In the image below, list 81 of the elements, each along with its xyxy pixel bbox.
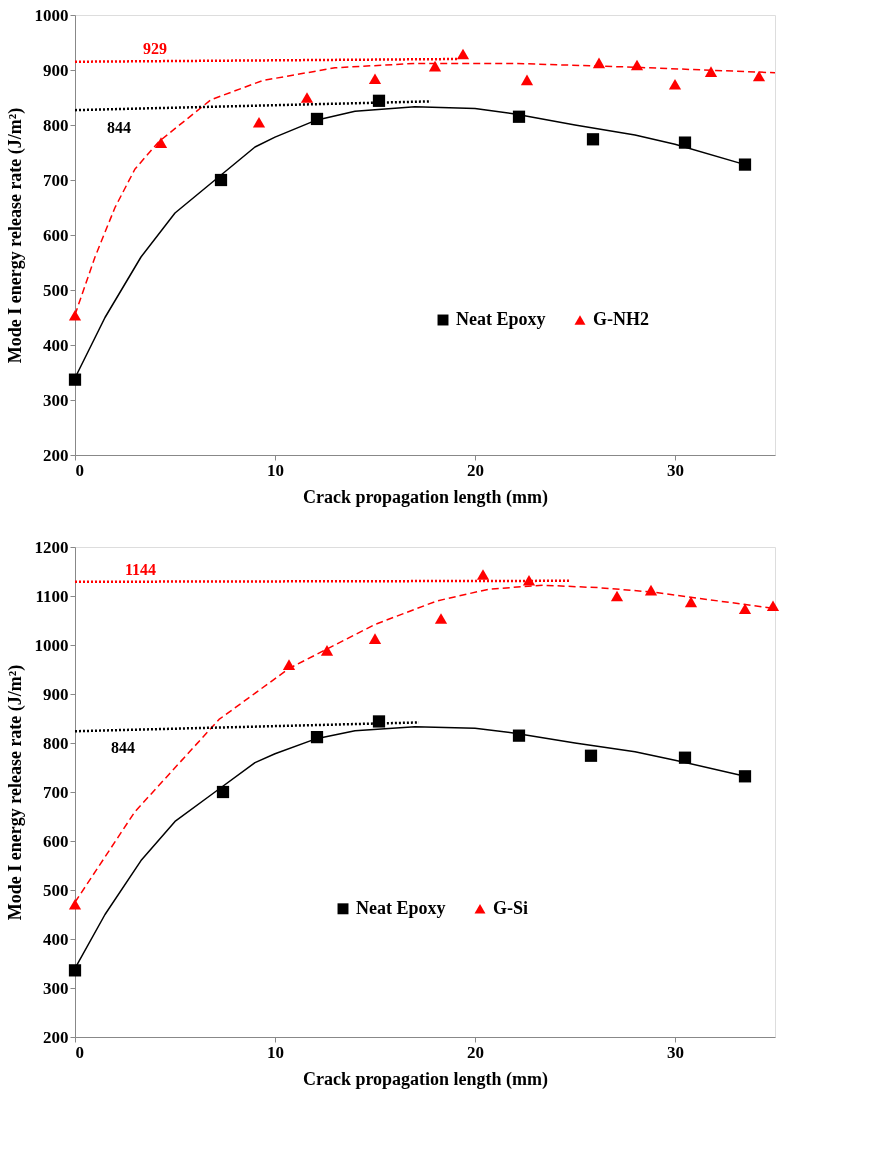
point (154, 137, 168, 148)
point (310, 112, 324, 126)
point (476, 569, 490, 580)
x-tick-label: 0 (75, 1042, 84, 1062)
point (68, 964, 82, 977)
legend-label: G-NH2 (593, 309, 649, 329)
point (216, 785, 230, 799)
point (522, 575, 536, 586)
point (68, 310, 82, 321)
legend-label: Neat Epoxy (356, 897, 446, 918)
point (678, 136, 692, 149)
y-tick-label: 1200 (34, 537, 69, 557)
annotation: 844 (111, 739, 135, 757)
point (684, 596, 698, 608)
point (610, 590, 624, 602)
point (252, 116, 266, 128)
y-tick-label: 200 (43, 445, 69, 465)
point (512, 110, 526, 123)
point (586, 133, 600, 146)
y-tick-label: 200 (43, 1027, 69, 1047)
point (456, 48, 470, 60)
x-tick-label: 30 (667, 1042, 684, 1062)
y-tick-label: 600 (43, 831, 69, 851)
point (512, 729, 526, 742)
point (368, 633, 382, 644)
point (68, 898, 82, 910)
y-tick-label: 700 (43, 170, 69, 190)
point (428, 60, 442, 72)
legend-label: Neat Epoxy (456, 309, 546, 329)
point (434, 613, 448, 624)
point (592, 57, 606, 69)
y-axis-title: Mode I energy release rate (J/m²) (4, 664, 26, 921)
point (310, 731, 324, 744)
x-tick-label: 10 (267, 1042, 284, 1062)
y-tick-label: 600 (43, 225, 69, 245)
point (678, 751, 692, 764)
x-tick-label: 0 (75, 460, 84, 480)
annotation: 929 (143, 40, 167, 58)
point (766, 600, 780, 612)
y-tick-label: 700 (43, 782, 69, 802)
y-tick-label: 800 (43, 733, 69, 753)
point (282, 659, 296, 670)
x-tick-label: 20 (467, 460, 484, 480)
y-tick-label: 500 (43, 280, 69, 300)
point (584, 749, 598, 762)
point (300, 92, 314, 103)
y-tick-label: 900 (43, 684, 69, 704)
point (372, 94, 386, 107)
x-tick-label: 20 (467, 1042, 484, 1062)
point (68, 373, 82, 386)
point (704, 66, 718, 77)
point (752, 70, 766, 82)
y-tick-label: 900 (43, 60, 69, 80)
point (644, 584, 658, 596)
annotation: 1144 (125, 560, 157, 578)
x-axis-title: Crack propagation length (mm) (302, 1068, 549, 1090)
point (520, 74, 534, 86)
x-axis-title: Crack propagation length (mm) (302, 486, 549, 508)
x-tick-label: 30 (667, 460, 684, 480)
annotation: 844 (107, 118, 131, 136)
point (368, 73, 382, 85)
point (630, 59, 644, 71)
point (372, 715, 386, 728)
point (738, 770, 752, 783)
point (320, 645, 334, 656)
y-tick-label: 400 (43, 929, 69, 949)
point (738, 158, 752, 171)
point (738, 603, 752, 615)
y-axis-title: Mode I energy release rate (J/m²) (4, 107, 26, 364)
x-tick-label: 10 (267, 460, 284, 480)
point (668, 79, 682, 90)
y-tick-label: 500 (43, 880, 69, 900)
y-tick-label: 1100 (35, 586, 69, 606)
legend-label: G-Si (493, 897, 529, 918)
y-tick-label: 400 (43, 335, 69, 355)
y-tick-label: 1000 (34, 5, 69, 25)
y-tick-label: 300 (43, 390, 69, 410)
y-tick-label: 1000 (34, 635, 69, 655)
point (214, 173, 228, 187)
y-tick-label: 300 (43, 978, 69, 998)
y-tick-label: 800 (43, 115, 69, 135)
